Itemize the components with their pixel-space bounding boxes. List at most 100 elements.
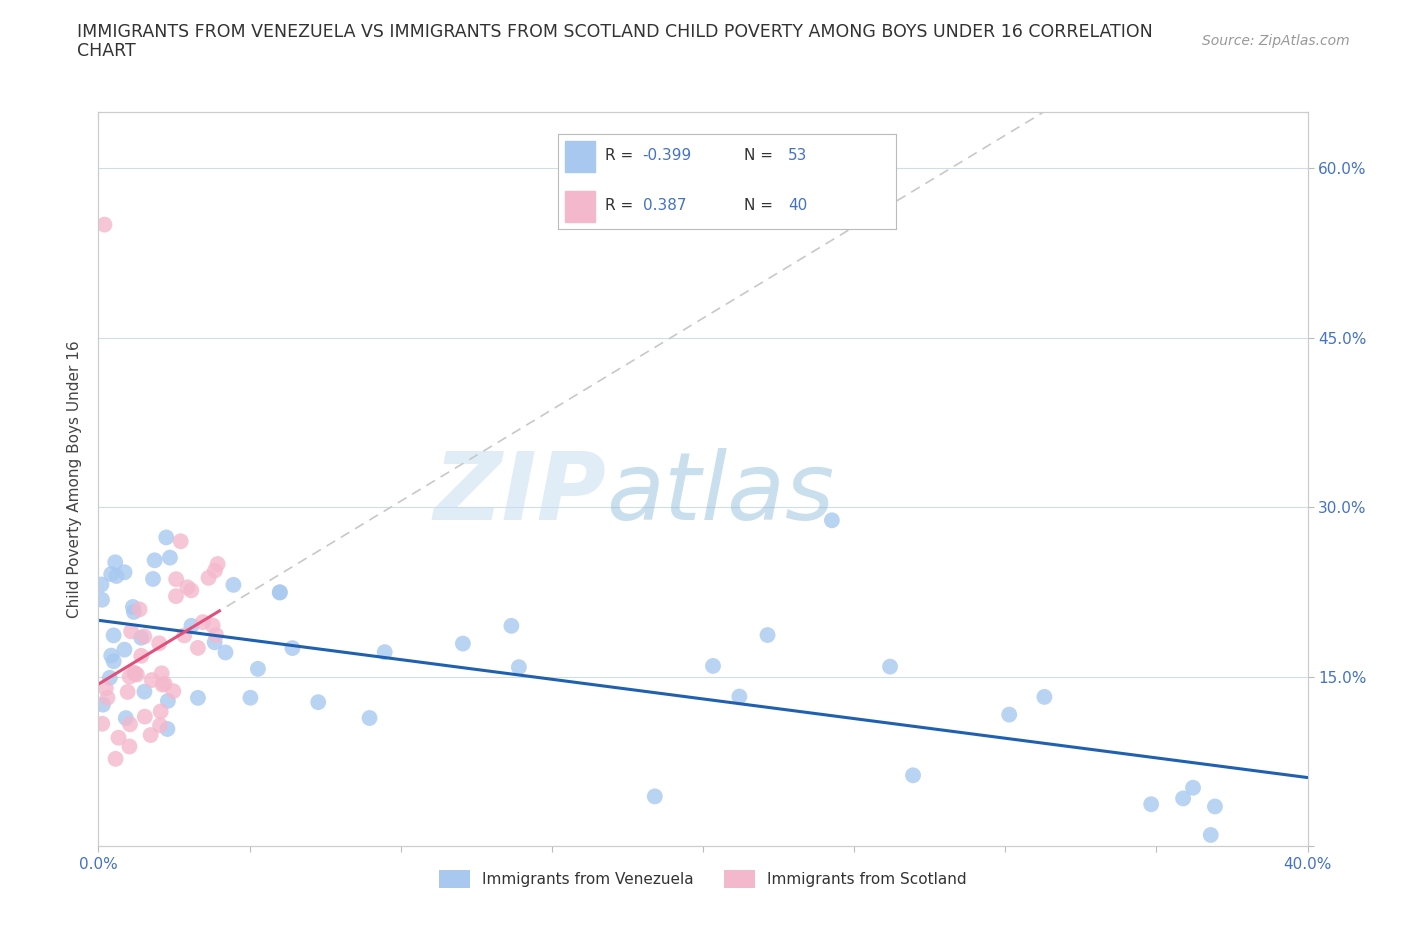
Point — [129, 648, 152, 663]
Point — [153, 676, 176, 691]
Point — [756, 628, 779, 643]
Point — [901, 768, 924, 783]
Point — [162, 684, 184, 698]
Point — [150, 666, 173, 681]
Point — [281, 641, 304, 656]
Point — [1199, 828, 1222, 843]
Point — [165, 589, 187, 604]
Point — [508, 659, 530, 674]
Point — [222, 578, 245, 592]
Point — [187, 690, 209, 705]
Point — [239, 690, 262, 705]
Point — [120, 624, 142, 639]
Point — [124, 666, 146, 681]
Point — [104, 751, 127, 766]
Point — [152, 677, 174, 692]
Point — [359, 711, 381, 725]
Point — [205, 628, 228, 643]
Point — [122, 600, 145, 615]
Point — [187, 641, 209, 656]
Point — [201, 618, 224, 632]
Point — [134, 684, 156, 699]
Point — [180, 583, 202, 598]
Point — [176, 579, 198, 594]
Point — [702, 658, 724, 673]
Point — [191, 615, 214, 630]
Point — [148, 636, 170, 651]
Point — [644, 789, 666, 804]
Point — [103, 654, 125, 669]
Point — [94, 681, 117, 696]
Point — [173, 628, 195, 643]
Point — [118, 670, 141, 684]
Point — [128, 602, 150, 617]
Point — [451, 636, 474, 651]
Point — [100, 648, 122, 663]
Point — [98, 671, 121, 685]
Text: ZIP: ZIP — [433, 447, 606, 539]
Point — [91, 698, 114, 712]
Legend: Immigrants from Venezuela, Immigrants from Scotland: Immigrants from Venezuela, Immigrants fr… — [433, 864, 973, 894]
Point — [114, 643, 136, 658]
Point — [114, 711, 136, 725]
Point — [269, 585, 291, 600]
Point — [165, 572, 187, 587]
Point — [122, 604, 145, 619]
Point — [1033, 689, 1056, 704]
Text: atlas: atlas — [606, 448, 835, 539]
Point — [214, 645, 236, 660]
Point — [374, 644, 396, 659]
Point — [107, 730, 129, 745]
Point — [204, 635, 226, 650]
Point — [117, 684, 139, 699]
Point — [269, 585, 291, 600]
Point — [728, 689, 751, 704]
Point — [124, 666, 146, 681]
Point — [1182, 780, 1205, 795]
Point — [100, 566, 122, 581]
Point — [159, 551, 181, 565]
Point — [501, 618, 523, 633]
Point — [207, 556, 229, 571]
Point — [204, 563, 226, 578]
Point — [1171, 791, 1194, 806]
Point — [96, 690, 118, 705]
Point — [125, 667, 148, 682]
Point — [998, 707, 1021, 722]
Point — [307, 695, 329, 710]
Point — [1204, 799, 1226, 814]
Point — [141, 672, 163, 687]
Point — [91, 716, 114, 731]
Point — [170, 534, 193, 549]
Point — [155, 530, 177, 545]
Point — [93, 218, 115, 232]
Point — [118, 717, 141, 732]
Point — [105, 568, 128, 583]
Point — [118, 739, 141, 754]
Text: IMMIGRANTS FROM VENEZUELA VS IMMIGRANTS FROM SCOTLAND CHILD POVERTY AMONG BOYS U: IMMIGRANTS FROM VENEZUELA VS IMMIGRANTS … — [77, 23, 1153, 41]
Point — [139, 727, 162, 742]
Point — [114, 565, 136, 579]
Point — [246, 661, 269, 676]
Point — [1140, 797, 1163, 812]
Point — [103, 628, 125, 643]
Point — [134, 710, 156, 724]
Point — [156, 694, 179, 709]
Y-axis label: Child Poverty Among Boys Under 16: Child Poverty Among Boys Under 16 — [67, 340, 83, 618]
Point — [134, 629, 156, 644]
Point — [129, 631, 152, 645]
Point — [180, 618, 202, 633]
Text: Source: ZipAtlas.com: Source: ZipAtlas.com — [1202, 34, 1350, 48]
Point — [879, 659, 901, 674]
Point — [149, 718, 172, 733]
Point — [90, 577, 112, 591]
Point — [143, 552, 166, 567]
Text: CHART: CHART — [77, 42, 136, 60]
Point — [197, 570, 219, 585]
Point — [104, 555, 127, 570]
Point — [156, 722, 179, 737]
Point — [149, 704, 172, 719]
Point — [142, 572, 165, 587]
Point — [821, 512, 844, 527]
Point — [91, 592, 114, 607]
